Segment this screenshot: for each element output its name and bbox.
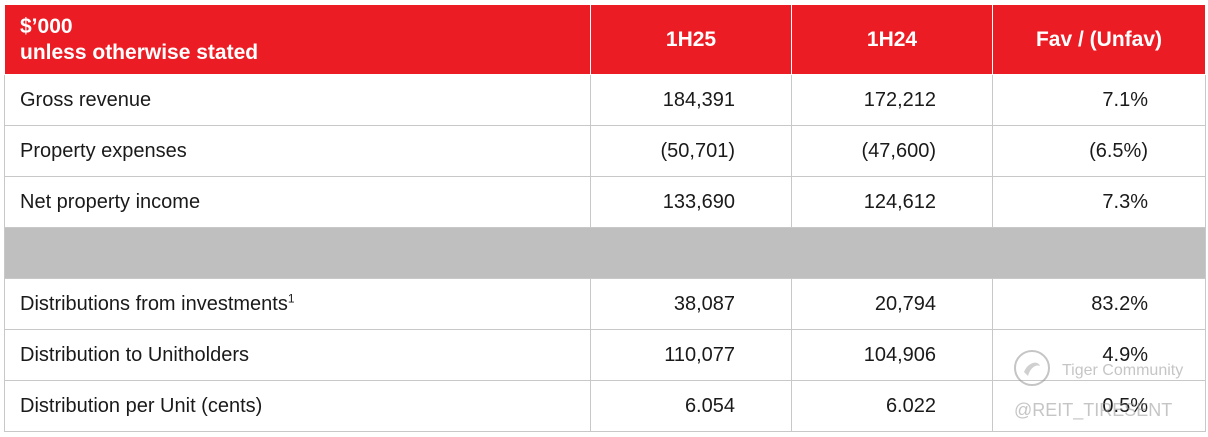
row-value-1h25: 184,391: [590, 74, 792, 126]
table-row-distributions-from-investments: Distributions from investments1 38,087 2…: [4, 278, 1206, 330]
row-value-fav: 83.2%: [992, 278, 1206, 330]
row-value-fav: 4.9%: [992, 329, 1206, 381]
row-value-1h25: 110,077: [590, 329, 792, 381]
header-units-line2: unless otherwise stated: [20, 40, 259, 64]
header-units-label: $’000 unless otherwise stated: [4, 4, 591, 75]
table-row-property-expenses: Property expenses (50,701) (47,600) (6.5…: [4, 125, 1206, 177]
row-label: Property expenses: [4, 125, 591, 177]
table-row-gross-revenue: Gross revenue 184,391 172,212 7.1%: [4, 74, 1206, 126]
row-label: Distribution to Unitholders: [4, 329, 591, 381]
footnote-marker: 1: [287, 290, 295, 305]
row-value-1h24: 104,906: [791, 329, 993, 381]
header-row: $’000 unless otherwise stated 1H25 1H24 …: [4, 4, 1206, 75]
tiger-logo-icon: [1014, 350, 1050, 386]
financial-summary-table: $’000 unless otherwise stated 1H25 1H24 …: [4, 4, 1206, 432]
table-header: $’000 unless otherwise stated 1H25 1H24 …: [4, 4, 1206, 75]
header-col-1h24: 1H24: [791, 4, 993, 75]
row-value-1h24: 20,794: [791, 278, 993, 330]
row-value-1h24: (47,600): [791, 125, 993, 177]
table-row-net-property-income: Net property income 133,690 124,612 7.3%: [4, 176, 1206, 228]
row-value-1h25: 133,690: [590, 176, 792, 228]
row-value-1h25: 38,087: [590, 278, 792, 330]
row-value-1h24: 6.022: [791, 380, 993, 432]
table-body: Gross revenue 184,391 172,212 7.1% Prope…: [4, 74, 1206, 432]
spacer-cell: [4, 227, 1206, 279]
row-label: Gross revenue: [4, 74, 591, 126]
row-value-1h24: 124,612: [791, 176, 993, 228]
header-col-fav-unfav: Fav / (Unfav): [992, 4, 1206, 75]
header-units-line1: $’000: [20, 14, 73, 38]
row-value-1h25: 6.054: [590, 380, 792, 432]
row-value-fav: 7.3%: [992, 176, 1206, 228]
row-value-fav: (6.5%): [992, 125, 1206, 177]
row-value-fav: 7.1%: [992, 74, 1206, 126]
row-value-1h24: 172,212: [791, 74, 993, 126]
row-label: Net property income: [4, 176, 591, 228]
row-label: Distributions from investments: [20, 292, 288, 315]
header-col-1h25: 1H25: [590, 4, 792, 75]
table-row-distribution-per-unit: Distribution per Unit (cents) 6.054 6.02…: [4, 380, 1206, 432]
table-spacer-row: [4, 227, 1206, 279]
row-label: Distribution per Unit (cents): [4, 380, 591, 432]
row-value-fav: 0.5%: [992, 380, 1206, 432]
row-label-with-footnote: Distributions from investments1: [4, 278, 591, 330]
row-value-1h25: (50,701): [590, 125, 792, 177]
